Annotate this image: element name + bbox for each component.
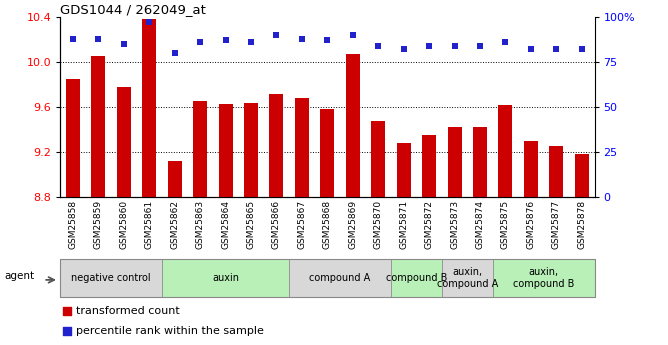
Point	[322, 38, 333, 43]
Bar	[117, 87, 131, 197]
Bar	[218, 104, 232, 197]
Point	[424, 43, 434, 49]
Point	[551, 47, 562, 52]
Text: compound A: compound A	[309, 273, 371, 283]
Point	[475, 43, 486, 49]
Bar	[371, 120, 385, 197]
Point	[67, 36, 78, 41]
Bar	[422, 135, 436, 197]
Bar	[193, 101, 207, 197]
Text: percentile rank within the sample: percentile rank within the sample	[76, 326, 264, 336]
Bar	[289, 259, 391, 297]
Point	[195, 39, 206, 45]
Text: auxin,
compound B: auxin, compound B	[513, 267, 574, 289]
Point	[500, 39, 511, 45]
Bar	[524, 141, 538, 197]
Bar	[346, 54, 360, 197]
Text: auxin,
compound A: auxin, compound A	[437, 267, 498, 289]
Text: transformed count: transformed count	[76, 306, 180, 316]
Point	[347, 32, 358, 38]
Bar	[391, 259, 442, 297]
Point	[449, 43, 460, 49]
Point	[118, 41, 129, 47]
Point	[61, 308, 72, 314]
Point	[93, 36, 104, 41]
Point	[373, 43, 383, 49]
Point	[144, 20, 154, 25]
Point	[271, 32, 282, 38]
Bar	[442, 259, 493, 297]
Bar	[473, 127, 487, 197]
Bar	[168, 161, 182, 197]
Point	[220, 38, 231, 43]
Bar	[295, 98, 309, 197]
Point	[526, 47, 536, 52]
Bar	[574, 154, 589, 197]
Bar	[493, 259, 595, 297]
Bar	[269, 93, 283, 197]
Bar	[92, 56, 106, 197]
Bar	[162, 259, 289, 297]
Point	[246, 39, 257, 45]
Bar	[549, 146, 563, 197]
Bar	[448, 127, 462, 197]
Bar	[142, 19, 156, 197]
Point	[169, 50, 180, 56]
Bar	[321, 109, 334, 197]
Point	[576, 47, 587, 52]
Text: compound B: compound B	[385, 273, 447, 283]
Point	[297, 36, 307, 41]
Bar	[397, 143, 411, 197]
Bar	[66, 79, 80, 197]
Bar	[498, 105, 512, 197]
Point	[398, 47, 409, 52]
Point	[61, 328, 72, 334]
Text: agent: agent	[5, 271, 35, 281]
Bar	[60, 259, 162, 297]
Bar	[244, 102, 258, 197]
Text: GDS1044 / 262049_at: GDS1044 / 262049_at	[60, 3, 206, 16]
Text: auxin: auxin	[212, 273, 239, 283]
Text: negative control: negative control	[71, 273, 151, 283]
